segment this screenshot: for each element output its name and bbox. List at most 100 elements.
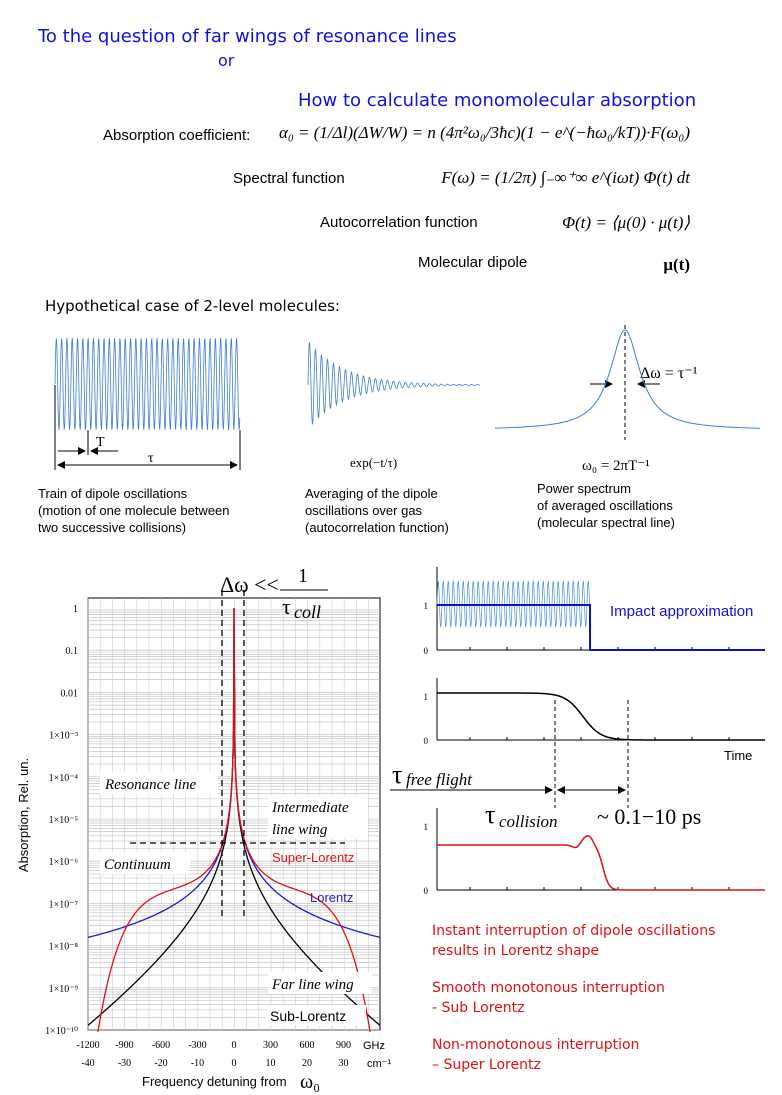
eq-label: Autocorrelation function (320, 214, 478, 231)
dipole-train (54, 337, 241, 431)
tick-label: 0 (424, 886, 429, 896)
y-tick-label: 1×10⁻⁵ (49, 815, 78, 826)
eq-label: Absorption coefficient: (103, 127, 250, 144)
caption: Train of dipole oscillations (38, 486, 188, 501)
formula: ~ 0.1−10 ps (597, 804, 701, 829)
x-tick-label: -30 (118, 1058, 131, 1069)
eq-label: Molecular dipole (418, 254, 527, 271)
formula: Δω << (220, 572, 279, 597)
x-tick-label: -600 (152, 1040, 170, 1051)
formula: μ(t) (663, 255, 690, 274)
y-tick-label: 1×10⁻³ (49, 731, 78, 742)
label-bg (266, 1005, 366, 1025)
subtitle: How to calculate monomolecular absorptio… (298, 90, 696, 111)
x-tick-label: -900 (115, 1040, 133, 1051)
impact-step (437, 604, 765, 651)
tick-label: 1 (424, 601, 429, 611)
annotation: line wing (272, 822, 328, 838)
x-tick-label: 600 (300, 1040, 315, 1051)
spectral-line (494, 329, 761, 429)
note: results in Lorentz shape (432, 943, 599, 959)
annotation: Continuum (104, 857, 171, 873)
y-axis-label: Absorption, Rel. un. (16, 758, 31, 872)
formula: τ (485, 800, 495, 829)
x-tick-label: 900 (336, 1040, 351, 1051)
y-tick-label: 1×10⁻⁸ (49, 942, 79, 953)
x-tick-label: -1200 (76, 1040, 99, 1051)
title: To the question of far wings of resonanc… (37, 26, 457, 47)
y-tick-label: 1 (73, 604, 78, 615)
formula: F(ω) = (1/2π) ∫₋∞⁺∞ e^(iωt) Φ(t) dt (440, 168, 691, 188)
note: Non-monotonous interruption (432, 1037, 639, 1053)
non-monotonous-drop (437, 834, 765, 891)
formula: τ (392, 760, 402, 789)
y-tick-label: 0.1 (66, 646, 79, 657)
tick-label: 0 (424, 736, 429, 746)
impact-label: Impact approximation (610, 603, 753, 620)
annotation: T (96, 435, 105, 450)
y-tick-label: 1×10⁻⁴ (49, 773, 79, 784)
caption: Power spectrum (537, 481, 631, 496)
x-tick-label: 20 (302, 1058, 312, 1069)
x-axis-label: Frequency detuning from (142, 1074, 287, 1089)
note: Instant interruption of dipole oscillati… (432, 923, 715, 939)
annotation: Lorentz (310, 890, 353, 905)
y-tick-label: 1×10⁻⁷ (49, 899, 79, 910)
x-tick-label: -10 (191, 1058, 204, 1069)
note: – Super Lorentz (432, 1057, 541, 1073)
x-tick-label: -40 (81, 1058, 94, 1069)
x-tick-label: 30 (339, 1058, 349, 1069)
label-bg (268, 972, 372, 994)
oscillation (436, 580, 591, 628)
annotation: τ (148, 451, 154, 466)
formula: 1 (298, 565, 308, 587)
formula: τ (282, 594, 291, 619)
y-tick-label: 1×10⁻¹⁰ (45, 1026, 78, 1037)
super-lorentz (97, 607, 371, 1032)
caption: two successive collisions) (38, 520, 186, 535)
heading: Hypothetical case of 2-level molecules: (45, 297, 340, 315)
x-tick-label: -20 (154, 1058, 167, 1069)
x-axis-symbol: ω₀ (300, 1071, 320, 1093)
x-tick-label: 0 (232, 1058, 237, 1069)
x-tick-label: 0 (232, 1040, 237, 1051)
tick-label: 0 (424, 646, 429, 656)
caption: oscillations over gas (305, 503, 423, 518)
x-tick-label: 10 (266, 1058, 276, 1069)
eq-label: Spectral function (233, 170, 345, 187)
x-tick-label: 300 (263, 1040, 278, 1051)
smooth-drop (437, 692, 765, 741)
caption: Averaging of the dipole (305, 486, 438, 501)
caption: (molecular spectral line) (537, 515, 675, 530)
x-tick-label: -300 (188, 1040, 206, 1051)
y-tick-label: 1×10⁻⁶ (49, 857, 79, 868)
or: or (218, 51, 235, 70)
note: - Sub Lorentz (432, 1000, 525, 1016)
y-tick-label: 0.01 (61, 688, 79, 699)
formula: Φ(t) = ⟨μ(0) · μ(t)⟩ (562, 213, 690, 232)
label-bg (100, 852, 190, 874)
annotation: Δω = τ⁻¹ (640, 365, 698, 382)
label-bg (268, 796, 368, 838)
unit: GHz (363, 1040, 385, 1052)
unit: cm⁻¹ (367, 1058, 391, 1070)
tick-label: 1 (424, 692, 429, 702)
formula: collision (499, 812, 558, 831)
tick-label: 1 (424, 822, 429, 832)
annotation: exp(−t/τ) (350, 455, 397, 470)
caption: (autocorrelation function) (305, 520, 449, 535)
y-tick-label: 1×10⁻⁹ (49, 984, 79, 995)
annotation: Intermediate (271, 800, 349, 816)
formula: coll (294, 602, 321, 622)
annotation: Far line wing (271, 977, 354, 993)
formula: free flight (406, 770, 473, 789)
annotation: Resonance line (104, 777, 197, 793)
time-label: Time (724, 748, 752, 763)
annotation: Sub-Lorentz (270, 1008, 346, 1024)
annotation: Super-Lorentz (272, 850, 354, 865)
caption: (motion of one molecule between (38, 503, 230, 518)
decay (307, 342, 481, 425)
formula: α₀ = (1/Δl)(ΔW/W) = n (4π²ω₀/3ħc)(1 − e^… (279, 123, 690, 142)
annotation: ω₀ = 2πT⁻¹ (582, 458, 650, 474)
